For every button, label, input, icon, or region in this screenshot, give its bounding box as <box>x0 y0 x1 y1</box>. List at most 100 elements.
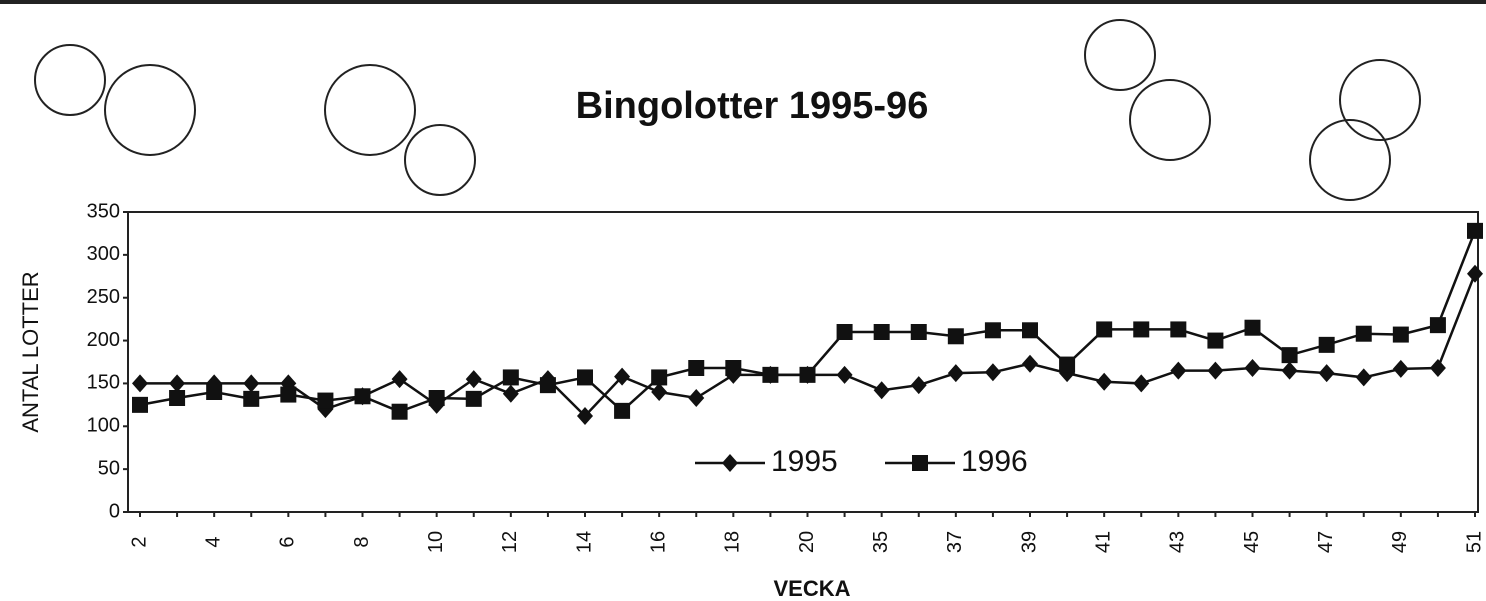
marker <box>836 365 853 384</box>
marker <box>465 390 482 407</box>
marker <box>539 377 556 394</box>
marker <box>762 366 779 383</box>
marker <box>206 384 223 400</box>
marker <box>1207 332 1224 349</box>
marker <box>577 369 593 386</box>
x-tick-label: 45 <box>1241 531 1263 553</box>
marker <box>132 396 148 413</box>
marker <box>317 392 334 409</box>
marker <box>1392 359 1409 378</box>
marker <box>688 389 705 407</box>
marker <box>354 388 371 405</box>
marker <box>1096 372 1113 391</box>
x-tick-label: 43 <box>1167 531 1189 553</box>
marker <box>1170 321 1187 338</box>
marker <box>1281 361 1298 380</box>
x-tick-label: 20 <box>796 531 818 553</box>
x-tick-label: 16 <box>647 531 669 553</box>
top-border <box>0 0 1486 4</box>
marker <box>873 324 890 340</box>
marker <box>428 390 445 406</box>
x-tick-label: 6 <box>277 536 299 547</box>
y-tick-label: 50 <box>98 457 120 479</box>
plot-area <box>127 211 1479 513</box>
marker <box>722 454 738 472</box>
marker <box>502 369 519 386</box>
marker <box>1244 319 1261 336</box>
marker <box>1355 325 1372 342</box>
marker <box>465 370 482 389</box>
marker <box>1429 359 1446 377</box>
chart-title: Bingolotter 1995-96 <box>576 85 929 127</box>
marker <box>169 374 186 393</box>
marker <box>502 384 519 403</box>
marker <box>132 374 148 393</box>
series-line <box>139 230 1477 414</box>
marker <box>577 407 593 425</box>
marker <box>243 390 260 407</box>
marker <box>947 364 964 383</box>
marker <box>1355 368 1372 387</box>
x-tick-label: 4 <box>202 536 224 547</box>
x-tick-label: 37 <box>944 531 966 553</box>
marker <box>1392 326 1409 343</box>
x-tick-label: 10 <box>425 531 447 553</box>
marker <box>836 324 853 340</box>
marker <box>873 381 890 400</box>
marker <box>1467 264 1483 283</box>
legend-label: 1996 <box>961 445 1028 478</box>
x-tick-label: 41 <box>1092 531 1114 553</box>
y-tick-label: 0 <box>109 500 120 522</box>
x-tick-label: 47 <box>1315 531 1337 553</box>
x-tick-label: 51 <box>1463 531 1485 553</box>
marker <box>614 367 631 386</box>
marker <box>391 370 408 389</box>
marker <box>725 360 742 376</box>
marker <box>1133 374 1150 393</box>
marker <box>280 386 297 403</box>
y-tick-label: 350 <box>87 200 120 222</box>
marker <box>947 328 964 345</box>
marker <box>912 455 928 471</box>
x-tick-label: 8 <box>351 536 373 547</box>
legend-label: 1995 <box>771 445 838 478</box>
marker <box>1133 321 1150 338</box>
marker <box>1022 322 1038 339</box>
marker <box>1059 356 1076 373</box>
marker <box>1170 361 1187 380</box>
marker <box>984 322 1001 339</box>
y-tick-label: 200 <box>87 329 120 351</box>
y-tick-label: 250 <box>87 286 120 308</box>
marker <box>910 376 927 395</box>
marker <box>1467 222 1483 239</box>
marker <box>910 324 927 340</box>
marker <box>688 360 705 376</box>
marker <box>1281 347 1298 364</box>
marker <box>243 374 260 393</box>
marker <box>1022 354 1038 373</box>
decorations <box>34 19 1421 201</box>
marker <box>1244 359 1261 377</box>
marker <box>391 403 408 420</box>
x-tick-label: 12 <box>499 531 521 553</box>
marker <box>984 363 1001 382</box>
x-tick-label: 39 <box>1018 531 1040 553</box>
marker <box>614 402 631 419</box>
x-tick-label: 35 <box>870 531 892 553</box>
marker <box>169 390 186 406</box>
marker <box>1318 336 1335 353</box>
x-tick-label: 18 <box>722 531 744 553</box>
y-tick-label: 100 <box>87 415 120 437</box>
x-tick-label: 49 <box>1389 531 1411 553</box>
marker <box>1318 364 1335 383</box>
y-tick-label: 150 <box>87 372 120 394</box>
y-tick-label: 300 <box>87 243 120 265</box>
x-tick-label: 14 <box>573 531 595 553</box>
x-tick-label: 2 <box>128 536 150 547</box>
y-axis-label: ANTAL LOTTER <box>18 271 43 432</box>
marker <box>799 366 816 383</box>
marker <box>1429 317 1446 334</box>
marker <box>651 383 668 401</box>
x-axis-label: VECKA <box>773 576 850 601</box>
